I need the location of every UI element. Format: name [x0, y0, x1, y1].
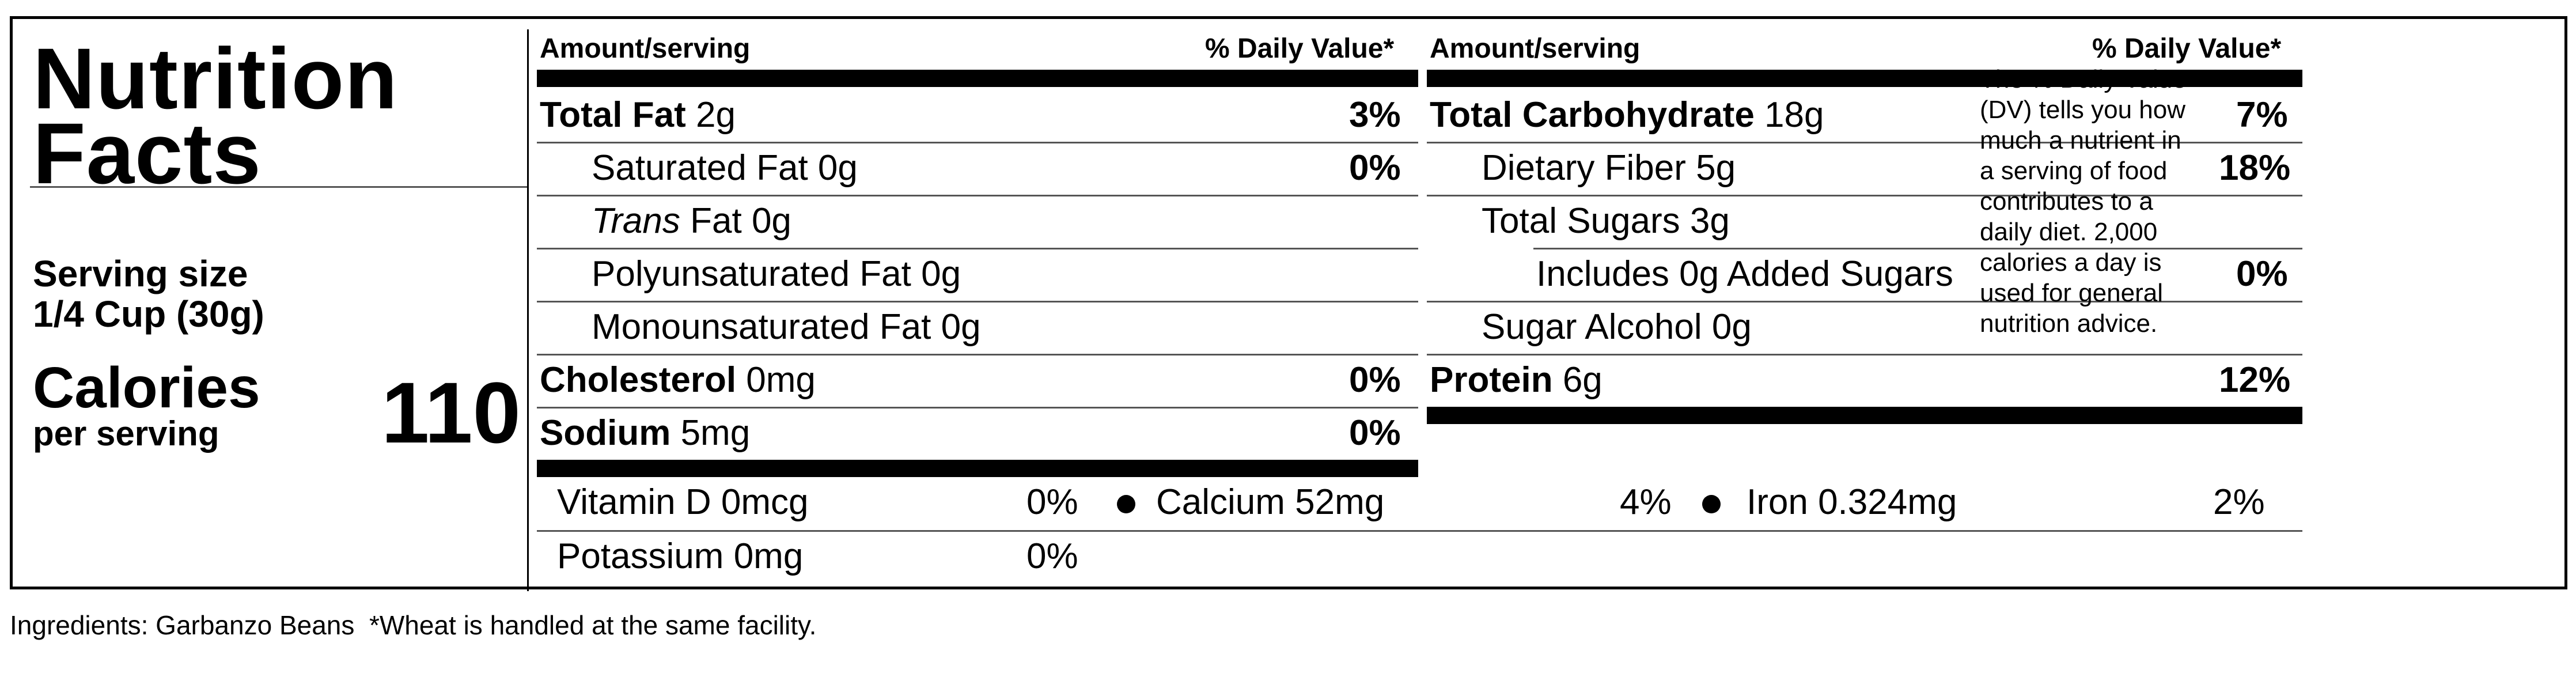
dv-total-carbohydrate: 7%	[2236, 95, 2288, 135]
dv-added-sugars: 0%	[2236, 254, 2288, 294]
row-divider	[1427, 195, 2302, 196]
potassium: Potassium 0mg	[557, 536, 804, 576]
dv-saturated-fat: 0%	[1349, 148, 1401, 188]
nutrient-total-sugars: Total Sugars 3g	[1482, 201, 1730, 241]
bullet-dot	[1702, 495, 1721, 513]
nutrient-added-sugars: Includes 0g Added Sugars	[1536, 254, 1953, 294]
left-bottom-bar	[537, 460, 1418, 477]
right-bottom-bar	[1427, 407, 2302, 424]
nutrient-sugar-alcohol: Sugar Alcohol 0g	[1482, 307, 1752, 347]
footnote-line: daily diet. 2,000	[1980, 218, 2158, 246]
dv-potassium: 0%	[1026, 536, 1078, 576]
nutrition-facts-label: Nutrition Facts Serving size 1/4 Cup (30…	[10, 16, 2567, 591]
dv-protein: 12%	[2219, 360, 2291, 400]
right-dv-header: % Daily Value*	[2092, 33, 2282, 64]
row-divider	[537, 142, 1418, 143]
dv-total-fat: 3%	[1349, 95, 1401, 135]
left-header-bar	[537, 70, 1418, 87]
nutrient-total-fat: Total Fat 2g	[540, 95, 736, 135]
calories-sublabel: per serving	[33, 414, 219, 453]
footnote-line: calories a day is	[1980, 248, 2162, 277]
row-divider	[537, 354, 1418, 355]
row-divider	[537, 195, 1418, 196]
footnote-star: *	[1967, 65, 1978, 93]
dv-dietary-fiber: 18%	[2219, 148, 2291, 188]
dv-cholesterol: 0%	[1349, 360, 1401, 400]
calcium: Calcium 52mg	[1156, 482, 1385, 522]
nutrient-protein: Protein 6g	[1430, 360, 1603, 400]
row-divider	[537, 301, 1418, 302]
panel-divider	[527, 29, 529, 591]
left-dv-header: % Daily Value*	[1205, 33, 1395, 64]
footnote-line: The % Daily Value	[1980, 65, 2187, 93]
footnote-line: (DV) tells you how	[1980, 96, 2186, 124]
serving-size-label: Serving size	[33, 253, 248, 294]
nutrient-cholesterol: Cholesterol 0mg	[540, 360, 816, 400]
title-line-2: Facts	[33, 105, 262, 202]
dv-iron: 2%	[2213, 482, 2265, 522]
nutrient-sodium: Sodium 5mg	[540, 413, 751, 453]
ingredients-statement: Ingredients: Garbanzo Beans *Wheat is ha…	[10, 610, 817, 640]
footnote-line: used for general	[1980, 279, 2163, 307]
vitamin-d: Vitamin D 0mcg	[557, 482, 809, 522]
row-divider	[537, 407, 1418, 409]
calories-value: 110	[381, 364, 521, 461]
footnote-line: nutrition advice.	[1980, 309, 2158, 338]
dv-sodium: 0%	[1349, 413, 1401, 453]
daily-value-footnote: * The % Daily Value (DV) tells you how m…	[1967, 64, 2222, 339]
left-amount-header: Amount/serving	[540, 33, 751, 64]
nutrient-total-carbohydrate: Total Carbohydrate 18g	[1430, 95, 1824, 135]
title-line-1: Nutrition	[33, 30, 398, 127]
serving-size-value: 1/4 Cup (30g)	[33, 293, 264, 335]
row-divider	[1533, 248, 2302, 249]
footnote-line: a serving of food	[1980, 157, 2168, 185]
dv-vitamin-d: 0%	[1026, 482, 1078, 522]
nutrient-dietary-fiber: Dietary Fiber 5g	[1482, 148, 1736, 188]
row-divider	[1427, 142, 2302, 143]
dv-calcium: 4%	[1620, 482, 1672, 522]
right-header-bar	[1427, 70, 2302, 87]
title-divider	[30, 186, 529, 188]
row-divider	[537, 530, 2302, 532]
nutrient-polyunsaturated-fat: Polyunsaturated Fat 0g	[592, 254, 961, 294]
row-divider	[537, 248, 1418, 249]
right-amount-header: Amount/serving	[1430, 33, 1641, 64]
bullet-dot	[1117, 495, 1135, 513]
calories-label: Calories	[33, 355, 260, 420]
footnote-line: much a nutrient in	[1980, 126, 2181, 154]
nutrient-monounsaturated-fat: Monounsaturated Fat 0g	[592, 307, 981, 347]
nutrient-trans-fat: Trans Fat 0g	[592, 201, 791, 241]
nutrient-saturated-fat: Saturated Fat 0g	[592, 148, 858, 188]
row-divider	[1427, 354, 2302, 355]
footnote-line: contributes to a	[1980, 187, 2153, 215]
row-divider	[1427, 301, 2302, 302]
iron: Iron 0.324mg	[1747, 482, 1957, 522]
